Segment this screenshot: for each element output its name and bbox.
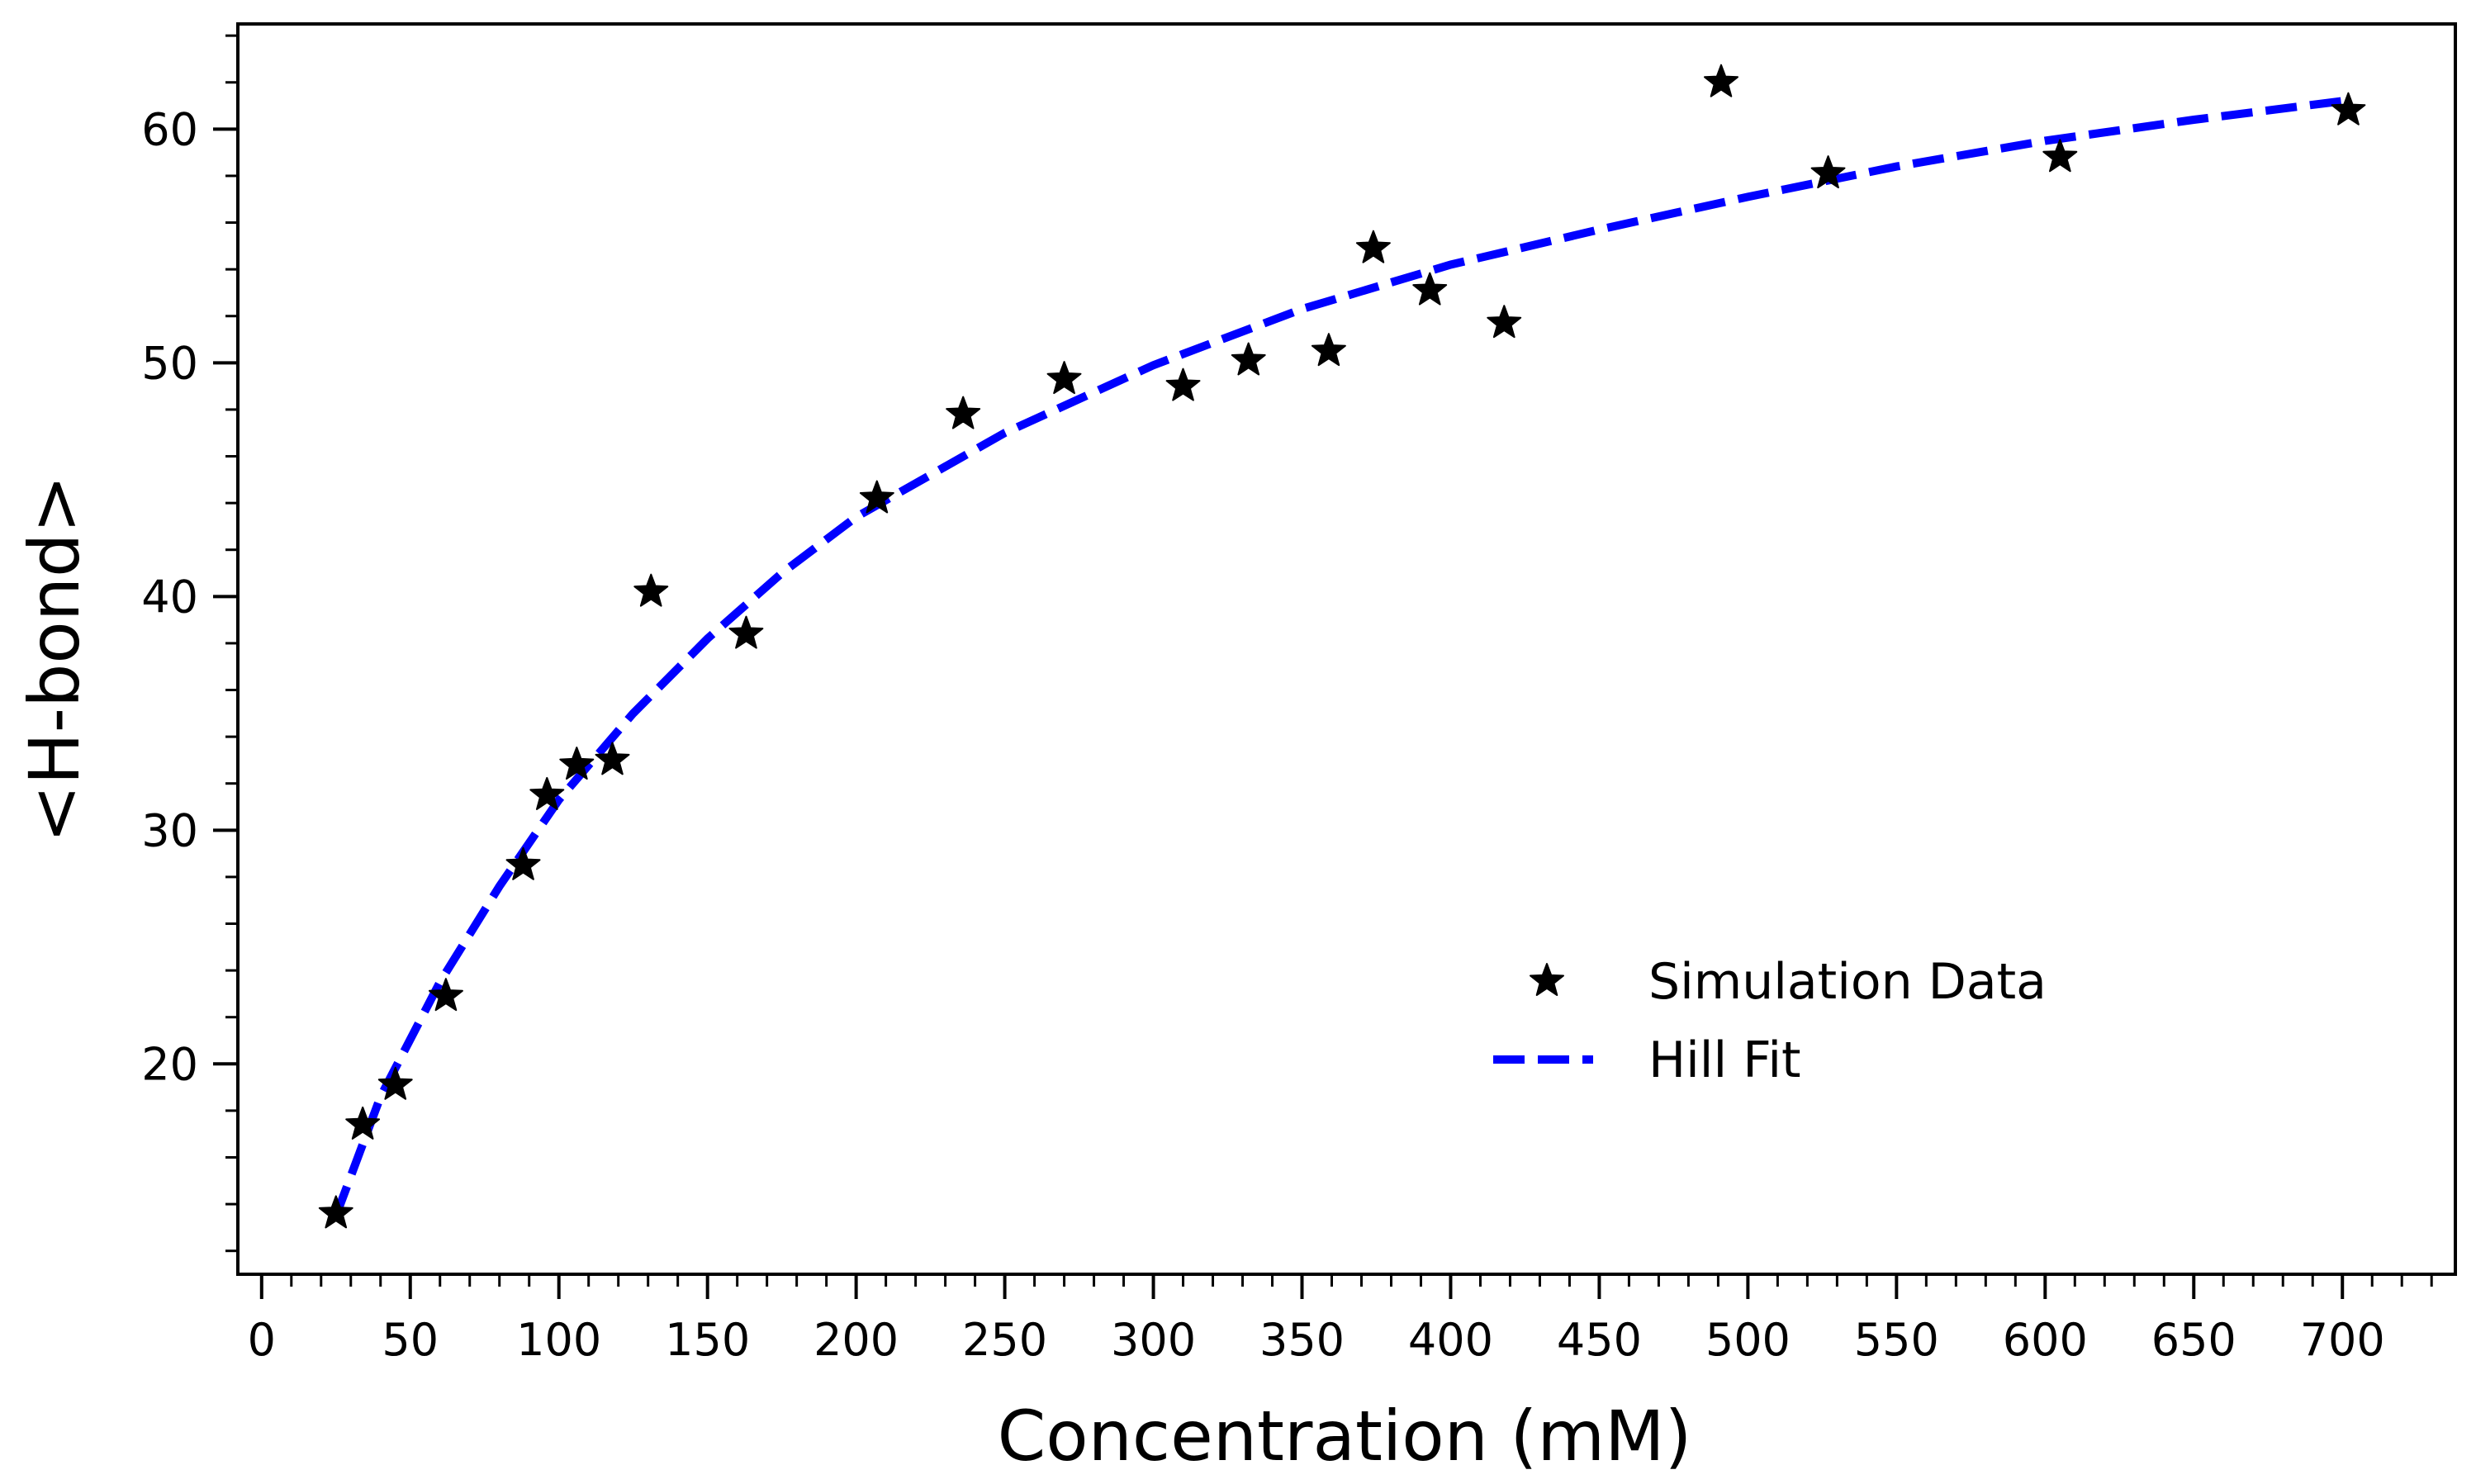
x-tick-label: 500	[1705, 1314, 1791, 1366]
y-tick-label: 30	[141, 804, 198, 856]
x-tick-label: 150	[665, 1314, 750, 1366]
x-tick-label: 100	[516, 1314, 601, 1366]
data-point-star	[946, 396, 981, 429]
hill-fit-line	[332, 97, 2343, 1218]
data-point-star	[377, 1066, 413, 1100]
x-tick-label: 550	[1854, 1314, 1939, 1366]
data-point-star	[559, 747, 595, 780]
data-point-star	[2331, 92, 2366, 126]
data-point-star	[345, 1106, 381, 1140]
legend-label-hill-fit: Hill Fit	[1648, 1031, 1801, 1089]
x-axis-label: Concentration (mM)	[998, 1396, 1692, 1477]
y-tick-label: 60	[141, 103, 198, 155]
data-point-star	[505, 846, 541, 880]
plot-frame	[236, 22, 2457, 1276]
legend: Simulation Data Hill Fit	[1493, 953, 2047, 1089]
data-point-star	[529, 776, 565, 810]
x-tick-label: 400	[1408, 1314, 1493, 1366]
y-tick-label: 50	[141, 337, 198, 389]
fit-series	[332, 97, 2343, 1218]
x-tick-label: 200	[813, 1314, 899, 1366]
data-points	[318, 64, 2366, 1229]
data-point-star	[1487, 305, 1522, 339]
data-point-star	[2042, 139, 2078, 173]
data-point-star	[1810, 155, 1846, 189]
legend-label-simulation: Simulation Data	[1648, 953, 2047, 1011]
x-tick-label: 450	[1557, 1314, 1642, 1366]
y-tick-label: 40	[141, 571, 198, 623]
x-tick-label: 650	[2151, 1314, 2236, 1366]
data-point-star	[1231, 342, 1266, 376]
data-point-star	[1311, 333, 1346, 367]
data-point-star	[318, 1195, 353, 1229]
data-point-star	[859, 480, 894, 514]
x-tick-label: 0	[248, 1314, 276, 1366]
data-point-star	[728, 615, 764, 649]
data-point-star	[1046, 361, 1082, 395]
legend-star-icon	[1530, 963, 1564, 996]
x-tick-label: 50	[382, 1314, 439, 1366]
legend-star-marker	[1530, 963, 1564, 996]
data-point-star	[1412, 272, 1448, 306]
x-tick-label: 350	[1259, 1314, 1345, 1366]
data-point-star	[633, 573, 669, 607]
y-tick-label: 20	[141, 1038, 198, 1090]
data-point-star	[1165, 367, 1201, 401]
x-tick-label: 300	[1111, 1314, 1196, 1366]
y-axis-label: <H-bond>	[14, 475, 95, 843]
x-tick-label: 700	[2300, 1314, 2385, 1366]
data-point-star	[1704, 64, 1738, 97]
x-tick-label: 600	[2003, 1314, 2088, 1366]
data-point-star	[429, 978, 463, 1012]
data-point-star	[595, 742, 630, 775]
axes: 0 50 100 150 200 250 300 350 400 450 500 550 600 650 7…	[141, 22, 2457, 1366]
data-point-star	[1355, 230, 1391, 263]
x-tick-label: 250	[962, 1314, 1047, 1366]
